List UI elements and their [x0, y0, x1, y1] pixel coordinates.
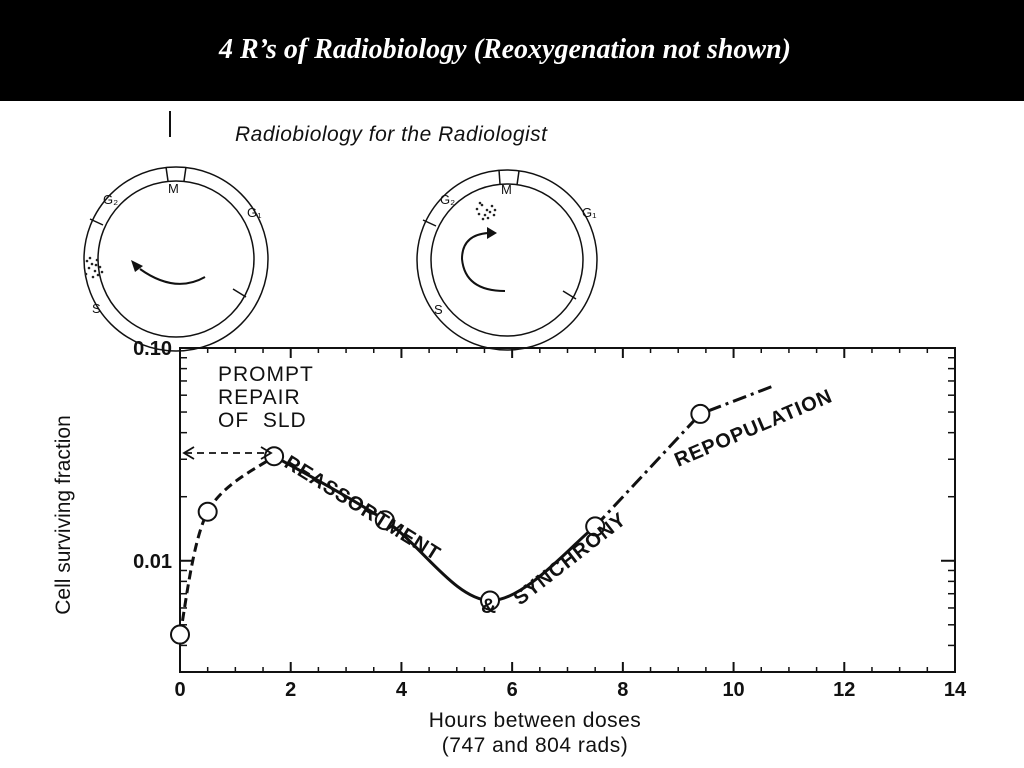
label-s: S — [434, 302, 443, 317]
data-point — [170, 624, 190, 645]
y-tick-label: 0.01 — [133, 551, 172, 573]
x-tick-label: 14 — [944, 679, 967, 701]
annotation-reassortment: REASSORTMENT — [280, 452, 444, 566]
cycle-divider — [232, 288, 247, 298]
arrow-right-icon — [260, 446, 273, 460]
cycle-divider — [498, 169, 501, 185]
cycle-divider — [183, 166, 187, 182]
label-g1: G₁ — [247, 205, 262, 220]
cycle-divider — [165, 166, 169, 182]
prompt-repair-range — [182, 446, 273, 460]
series-line-early — [178, 455, 276, 635]
arrow-left-icon — [182, 446, 195, 460]
cycle-inner-ring — [97, 180, 255, 338]
cycle-arrow — [139, 268, 206, 285]
cycle-arrow — [460, 232, 506, 292]
x-tick-label: 6 — [507, 679, 518, 701]
cycle-outer-ring — [416, 169, 598, 351]
data-points — [170, 403, 711, 645]
data-point — [690, 403, 711, 424]
data-point — [480, 590, 500, 611]
cycle-divider — [562, 290, 577, 300]
x-tick-label: 10 — [722, 679, 744, 701]
annotation-synchrony: SYNCHRONY — [510, 508, 631, 610]
survival-chart: 0 2 4 6 8 10 12 14 0.01 0.10 PROMPT REPAIR OF SL… — [52, 338, 967, 757]
annotation-repopulation: REPOPULATION — [671, 385, 836, 471]
cycle-divider — [516, 170, 520, 186]
label-g2: G₂ — [440, 192, 455, 207]
stipple-marker — [84, 256, 104, 279]
title-banner — [0, 0, 1024, 101]
annotation-sld: OF SLD — [218, 409, 307, 432]
cycle-divider — [89, 218, 104, 226]
annotation-repair: REPAIR — [218, 386, 301, 409]
label-m: M — [168, 181, 179, 196]
x-axis-sublabel: (747 and 804 rads) — [442, 734, 628, 757]
stipple-marker — [475, 201, 497, 221]
figure: Radiobiology for the Radiologist G₂ M G₁… — [52, 111, 967, 757]
cycle-outer-ring — [83, 166, 269, 352]
series-line-main — [273, 454, 597, 603]
annotation-prompt: PROMPT — [218, 363, 314, 386]
data-point — [374, 510, 395, 531]
x-tick-label: 4 — [396, 679, 408, 701]
cycle-inner-ring — [430, 183, 584, 337]
x-tick-label: 8 — [617, 679, 628, 701]
cycle-divider — [422, 219, 437, 227]
cell-cycle-diagram-right: G₂ M G₁ S — [416, 169, 598, 351]
x-axis-label: Hours between doses — [429, 709, 642, 732]
data-point — [585, 516, 606, 537]
label-g2: G₂ — [103, 192, 118, 207]
label-s: S — [92, 301, 101, 316]
y-axis-label: Cell surviving fraction — [52, 415, 75, 615]
annotation-ampersand: & — [481, 595, 496, 618]
arrowhead-icon — [487, 227, 497, 239]
data-point — [197, 501, 218, 522]
label-g1: G₁ — [582, 205, 597, 220]
label-m: M — [501, 182, 512, 197]
slide-title: 4 R’s of Radiobiology (Reoxygenation not… — [219, 34, 791, 65]
y-tick-label: 0.10 — [133, 338, 172, 360]
arrowhead-icon — [131, 260, 143, 272]
cell-cycle-diagram-left: G₂ M G₁ S — [83, 166, 269, 352]
x-tick-label: 12 — [833, 679, 855, 701]
x-tick-label: 0 — [174, 679, 185, 701]
data-point — [264, 446, 285, 467]
x-tick-label: 2 — [285, 679, 296, 701]
x-axis: 0 2 4 6 8 10 12 14 — [174, 348, 967, 701]
book-header: Radiobiology for the Radiologist — [235, 123, 548, 146]
